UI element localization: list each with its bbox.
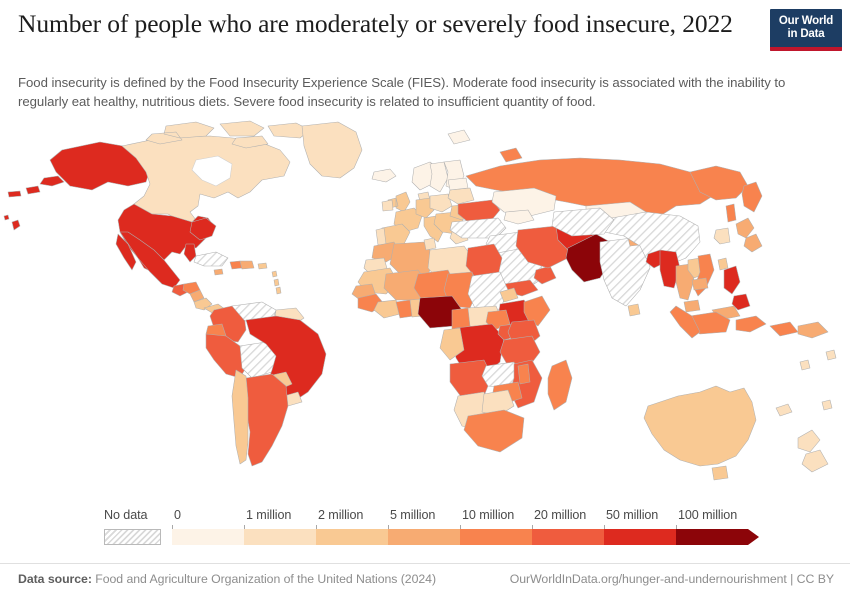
region-new-zealand[interactable] [797, 429, 829, 473]
region-baja[interactable] [115, 233, 137, 271]
legend-bin-0[interactable] [172, 529, 244, 545]
region-svalbard[interactable] [447, 129, 471, 145]
region-eritrea[interactable] [499, 287, 519, 303]
region-lesser-antilles[interactable] [257, 262, 282, 295]
chart-subtitle: Food insecurity is defined by the Food I… [18, 75, 786, 109]
legend-labels: No data 0 1 million 2 million 5 million 10 m… [0, 508, 850, 528]
region-papua-new-guinea[interactable] [797, 321, 829, 339]
region-iceland[interactable] [371, 168, 397, 183]
world-map-svg[interactable] [0, 120, 850, 500]
region-sakhalin[interactable] [725, 203, 737, 223]
region-aleutians[interactable] [7, 175, 65, 198]
region-new-caledonia[interactable] [775, 403, 793, 417]
data-source-label: Data source: [18, 572, 92, 586]
legend-tick-5 [532, 525, 533, 529]
region-indonesia[interactable] [685, 311, 799, 337]
region-malawi[interactable] [517, 363, 531, 385]
legend-bin-5[interactable] [532, 529, 604, 545]
region-cuba[interactable] [193, 251, 229, 267]
legend-bin-6[interactable] [604, 529, 676, 545]
region-kamchatka[interactable] [741, 181, 763, 213]
attribution-link[interactable]: OurWorldInData.org/hunger-and-undernouri… [509, 572, 834, 586]
legend-bin-1[interactable] [244, 529, 316, 545]
region-argentina[interactable] [241, 373, 289, 467]
legend-tick-label-3: 5 million [390, 508, 436, 522]
legend-bin-7[interactable] [676, 529, 748, 545]
legend-tick-label-0: 0 [174, 508, 181, 522]
region-ireland[interactable] [381, 199, 394, 212]
region-greenland[interactable] [301, 121, 363, 179]
world-map[interactable] [0, 120, 850, 500]
region-philippines[interactable] [723, 265, 751, 311]
legend-tick-label-1: 1 million [246, 508, 292, 522]
region-belarus[interactable] [447, 187, 475, 205]
region-sweden[interactable] [429, 161, 449, 193]
region-fiji[interactable] [821, 399, 833, 411]
region-nicaragua[interactable] [189, 289, 205, 303]
region-germany[interactable] [415, 197, 435, 219]
legend-tick-2 [316, 525, 317, 529]
region-sri-lanka[interactable] [627, 303, 641, 317]
legend-tick-label-5: 20 million [534, 508, 587, 522]
map-legend: No data 0 1 million 2 million 5 million 10 m… [0, 508, 850, 556]
legend-no-data-label: No data [104, 508, 148, 522]
region-uzbekistan[interactable] [503, 209, 535, 225]
page-title: Number of people who are moderately or s… [18, 9, 733, 38]
legend-tick-label-4: 10 million [462, 508, 515, 522]
region-somalia[interactable] [523, 295, 551, 327]
owid-logo[interactable]: Our World in Data [770, 9, 842, 51]
region-florida[interactable] [183, 243, 197, 263]
legend-tick-6 [604, 525, 605, 529]
region-pacific-islands[interactable] [799, 349, 837, 371]
legend-bin-3[interactable] [388, 529, 460, 545]
region-usa-east[interactable] [189, 217, 217, 241]
region-madagascar[interactable] [547, 359, 573, 411]
region-tasmania[interactable] [711, 465, 729, 481]
region-cambodia[interactable] [691, 277, 709, 291]
region-tunisia[interactable] [423, 237, 437, 251]
data-source: Data source: Food and Agriculture Organi… [18, 572, 436, 586]
legend-bin-4[interactable] [460, 529, 532, 545]
owid-logo-line1: Our World [778, 15, 834, 27]
region-poland[interactable] [429, 193, 453, 213]
legend-open-ended-arrow [748, 529, 759, 545]
region-sumatra[interactable] [669, 305, 701, 339]
region-portugal[interactable] [375, 227, 387, 246]
legend-tick-label-6: 50 million [606, 508, 659, 522]
region-taiwan[interactable] [717, 257, 729, 271]
legend-no-data-swatch[interactable] [104, 529, 161, 545]
legend-tick-3 [388, 525, 389, 529]
region-korea[interactable] [713, 227, 731, 245]
region-australia[interactable] [643, 385, 757, 467]
region-jamaica[interactable] [213, 268, 224, 276]
legend-tick-label-7: 100 million [678, 508, 738, 522]
region-myanmar[interactable] [659, 249, 681, 289]
hudson-bay [191, 155, 233, 187]
region-gabon-congo[interactable] [439, 327, 465, 361]
legend-tick-1 [244, 525, 245, 529]
owid-logo-line2: in Data [787, 27, 825, 40]
data-source-value: Food and Agriculture Organization of the… [95, 572, 436, 586]
region-mexico[interactable] [119, 231, 181, 289]
region-novaya-zemlya[interactable] [499, 147, 523, 163]
legend-tick-4 [460, 525, 461, 529]
legend-tick-label-2: 2 million [318, 508, 364, 522]
region-hawaii[interactable] [3, 214, 21, 231]
region-dominican-republic[interactable] [239, 260, 255, 270]
region-chile[interactable] [231, 369, 249, 465]
legend-bin-2[interactable] [316, 529, 388, 545]
region-tibet-west-china[interactable] [551, 207, 615, 237]
region-baltics[interactable] [447, 177, 469, 191]
region-kazakhstan[interactable] [491, 187, 557, 217]
region-russia-far-east[interactable] [689, 165, 749, 201]
chart-footer: Data source: Food and Agriculture Organi… [0, 563, 850, 600]
owid-logo-accent-bar [770, 47, 842, 51]
region-japan[interactable] [735, 217, 763, 253]
legend-tick-0 [172, 525, 173, 529]
region-south-africa[interactable] [463, 409, 525, 453]
legend-tick-7 [676, 525, 677, 529]
region-ivory-coast[interactable] [373, 299, 401, 319]
